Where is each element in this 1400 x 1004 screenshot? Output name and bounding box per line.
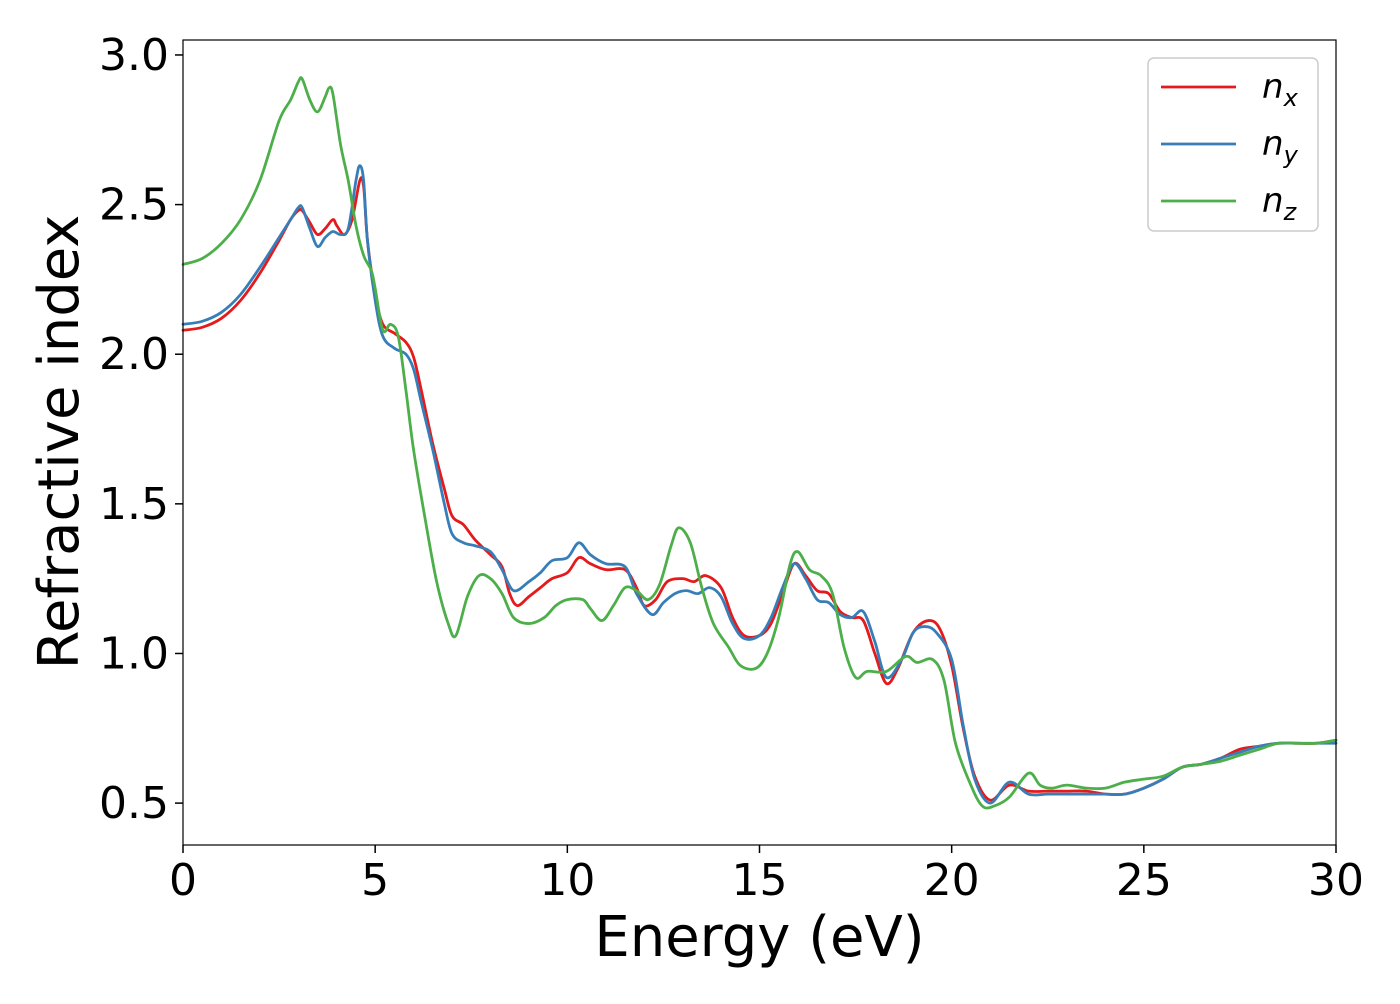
y-tick-label: 0.5 [99, 778, 169, 829]
x-tick-label: 10 [539, 855, 595, 906]
y-axis: 0.5 1.0 1.5 2.0 2.5 3.0 [99, 30, 183, 829]
y-tick-label: 1.5 [99, 479, 169, 530]
plot-background [183, 40, 1336, 845]
x-tick-label: 20 [924, 855, 980, 906]
legend-label-nx: nx [1262, 67, 1299, 112]
x-tick-label: 15 [732, 855, 788, 906]
y-tick-label: 1.0 [99, 628, 169, 679]
x-axis-title: Energy (eV) [594, 905, 924, 970]
series-line-nx [181, 176, 1338, 802]
series-layer [181, 76, 1338, 810]
legend-label-nz: nz [1262, 181, 1298, 226]
legend: nx ny nz [1147, 57, 1319, 232]
y-axis-title: Refractive index [27, 215, 92, 670]
legend-label-ny: ny [1262, 124, 1299, 169]
x-axis: 0 5 10 15 20 25 30 [169, 845, 1364, 906]
x-tick-label: 5 [361, 855, 389, 906]
series-line-nz [181, 76, 1338, 810]
x-tick-label: 25 [1116, 855, 1172, 906]
series-line-ny [181, 164, 1338, 805]
x-tick-label: 30 [1308, 855, 1364, 906]
y-tick-label: 2.0 [99, 329, 169, 380]
y-tick-label: 2.5 [99, 180, 169, 231]
y-tick-label: 3.0 [99, 30, 169, 81]
x-tick-label: 0 [169, 855, 197, 906]
